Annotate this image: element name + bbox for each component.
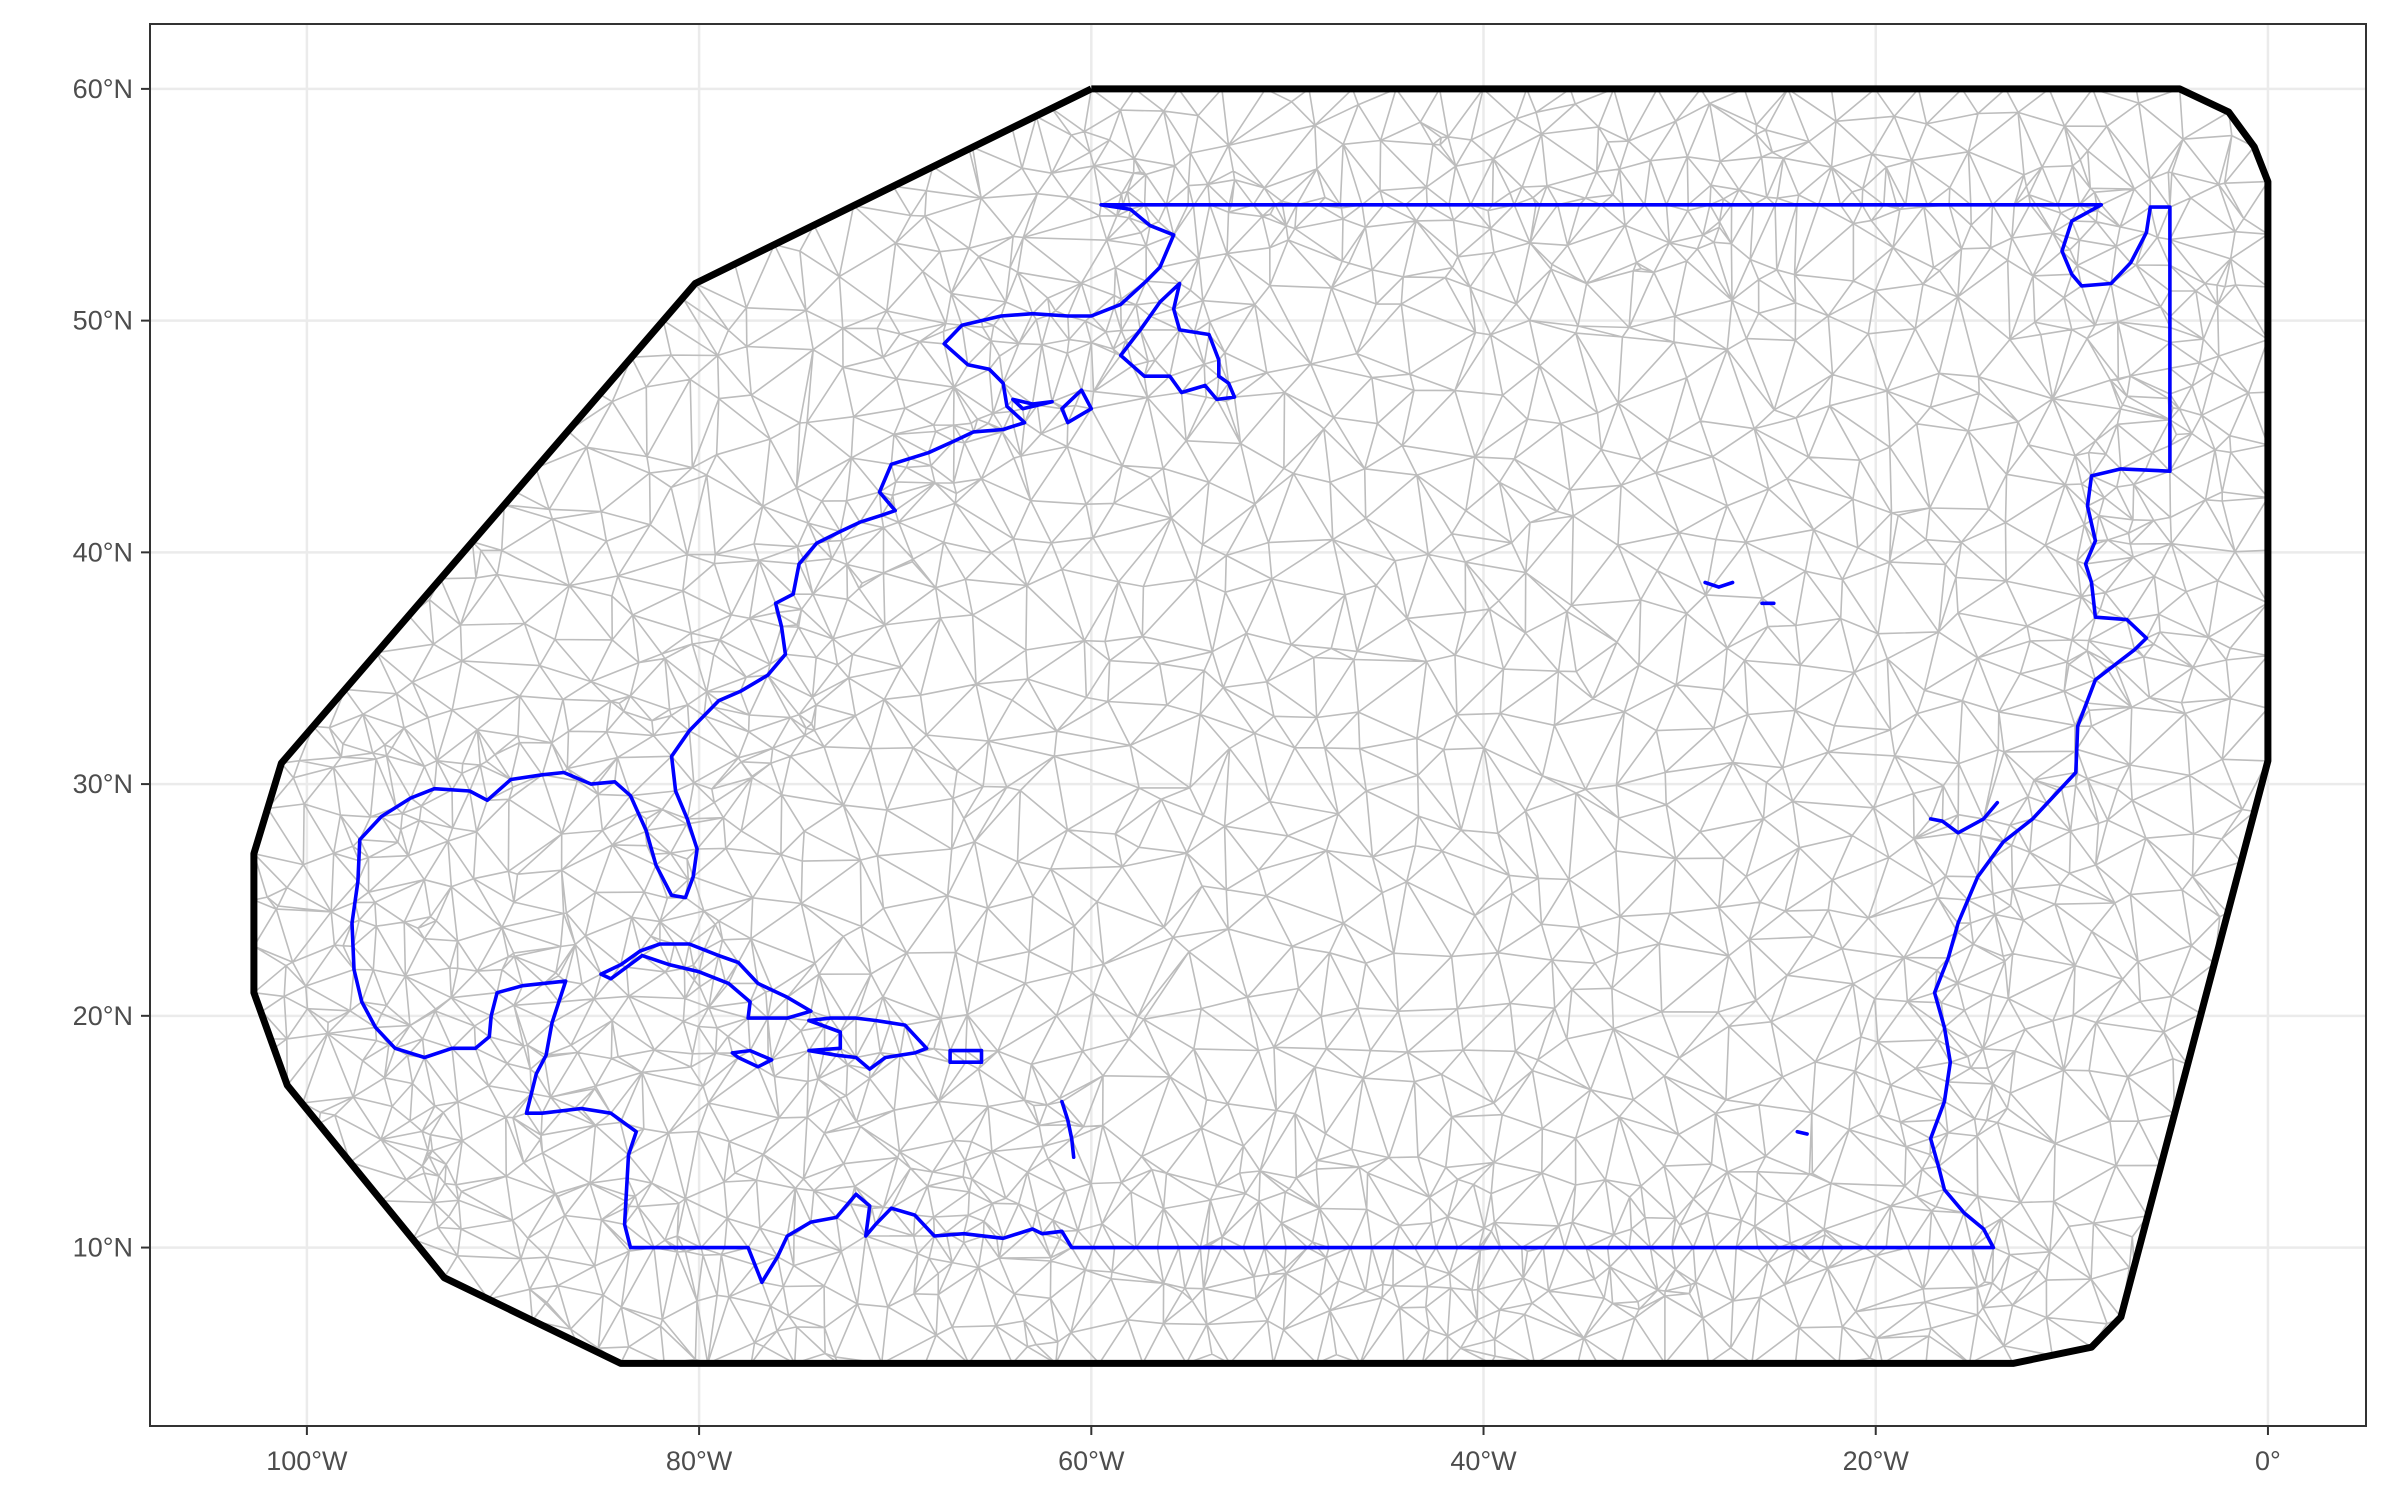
y-tick-label: 10°N [73, 1233, 133, 1263]
outer-boundary-line [250, 85, 2272, 1367]
coastline-island [599, 942, 813, 1020]
y-tick-label: 40°N [73, 537, 133, 567]
x-axis: 100°W 80°W 60°W 40°W 20°W 0° [266, 1426, 2281, 1476]
coastline-main [350, 203, 2172, 1285]
coastline-island [1011, 397, 1054, 411]
y-tick-label: 50°N [73, 306, 133, 336]
coastline-island [807, 1016, 929, 1071]
coastline-island [730, 1048, 774, 1069]
coastline-island [1795, 1129, 1809, 1136]
coastline-island [948, 1048, 984, 1064]
x-tick-label: 100°W [266, 1446, 348, 1476]
coastline-island [1060, 388, 1094, 425]
y-tick-label: 60°N [73, 74, 133, 104]
y-tick-label: 20°N [73, 1001, 133, 1031]
panel-border [149, 23, 2367, 1427]
coastline-island [1928, 800, 2000, 835]
x-tick-label: 20°W [1843, 1446, 1910, 1476]
mesh-outer-boundary [250, 85, 2272, 1367]
coastline-island [1703, 580, 1735, 589]
x-tick-label: 80°W [666, 1446, 733, 1476]
x-tick-label: 40°W [1450, 1446, 1517, 1476]
coastlines [350, 203, 2172, 1285]
coastline-island [1118, 281, 1237, 402]
y-tick-label: 30°N [73, 769, 133, 799]
x-tick-label: 60°W [1058, 1446, 1125, 1476]
coastline-island [1060, 1099, 1076, 1159]
x-tick-label: 0° [2255, 1446, 2281, 1476]
y-axis: 10°N 20°N 30°N 40°N 50°N 60°N [73, 74, 150, 1263]
